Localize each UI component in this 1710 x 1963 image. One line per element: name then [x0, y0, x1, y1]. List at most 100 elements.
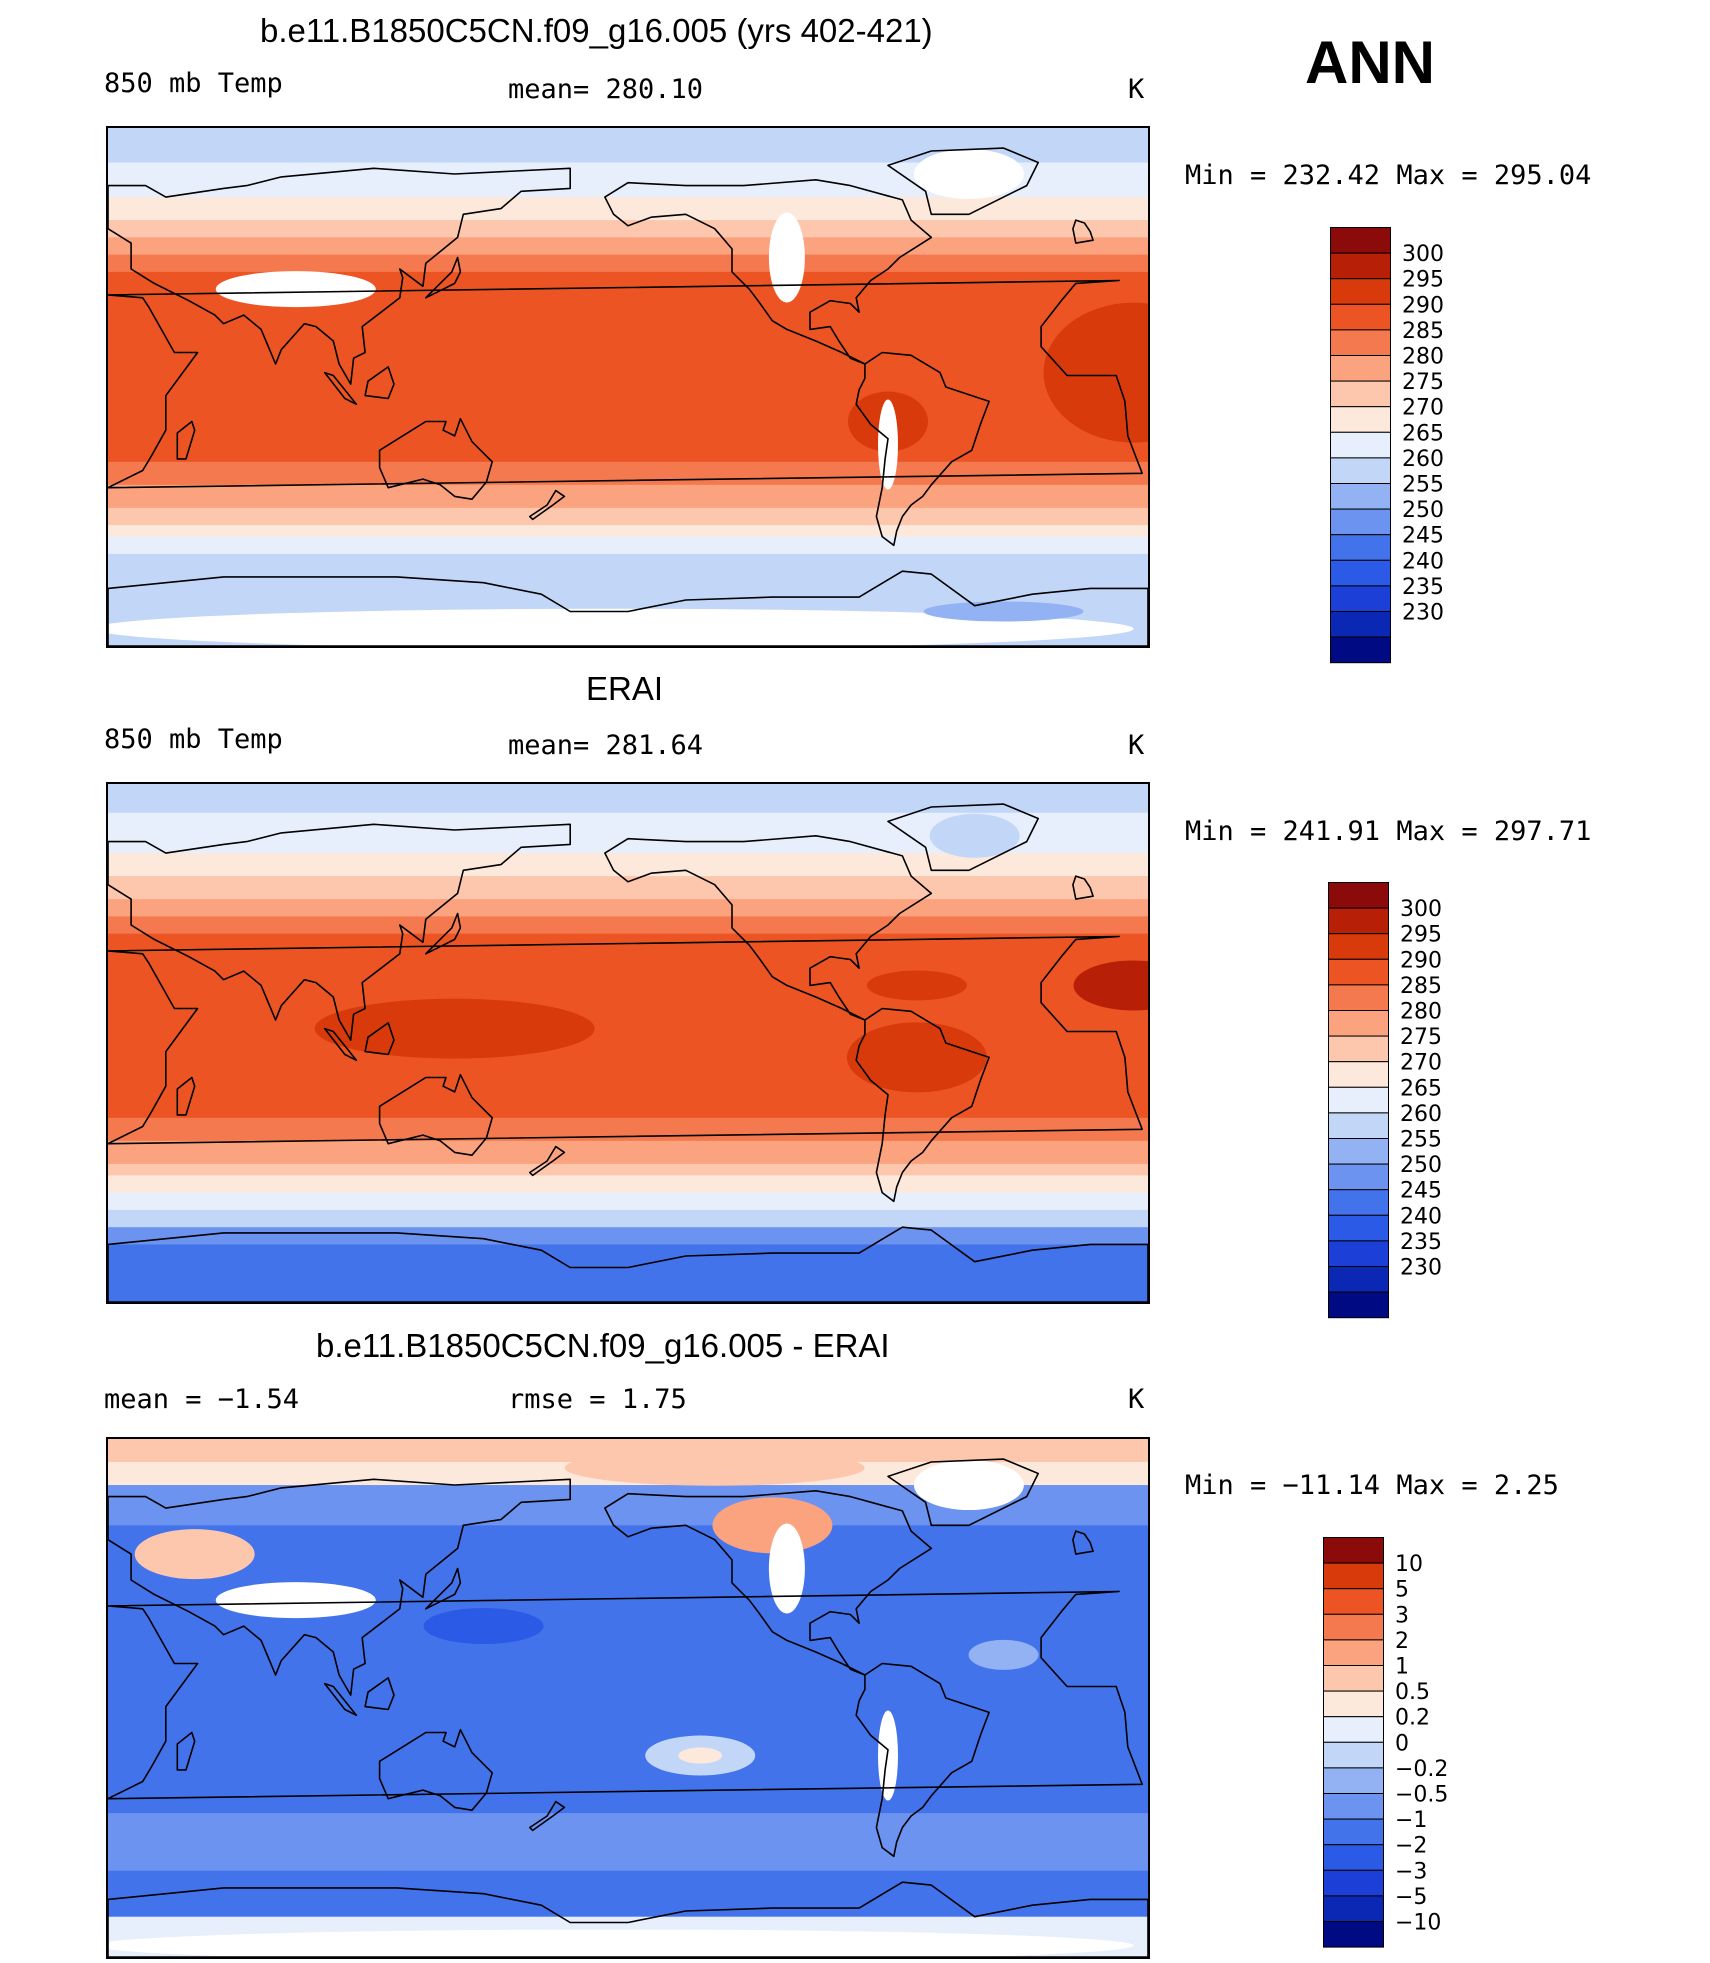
colorbar-1-label: 255 [1402, 473, 1444, 498]
field-blob [929, 813, 1020, 858]
colorbar-2-label: 285 [1400, 974, 1442, 999]
colorbar-2-box [1328, 984, 1389, 1012]
coastline-sumatra [323, 371, 358, 406]
field-blob [423, 1608, 544, 1645]
colorbar-1-label: 265 [1402, 421, 1444, 446]
coastline-samerica [855, 351, 990, 547]
colorbar-2-label: 240 [1400, 1204, 1442, 1229]
colorbar-3-box [1323, 1767, 1384, 1794]
colorbar-2-label: 230 [1400, 1256, 1442, 1281]
field-band [108, 197, 1148, 221]
panel-3-colorbar: 10 5 3 2 1 0.5 0.2 0 −0.2 −0.5 −1 −2 −3 −5 −10 [1323, 1537, 1463, 1951]
colorbar-1-label: 280 [1402, 345, 1444, 370]
field-blob [1073, 960, 1148, 1011]
coastline-uk [1072, 1530, 1094, 1555]
panel-1-minmax: Min = 232.42 Max = 295.04 [1185, 160, 1592, 191]
colorbar-3-box [1323, 1869, 1384, 1897]
colorbar-3-label: 5 [1395, 1578, 1409, 1603]
field-blob [846, 1022, 987, 1093]
colorbar-3-box [1323, 1818, 1384, 1846]
coastline-sumatra [323, 1682, 358, 1717]
panel-3-mean-label: mean = −1.54 [104, 1384, 300, 1415]
colorbar-3-box [1323, 1588, 1384, 1615]
coastline-madagascar [176, 1076, 196, 1116]
field-blob [108, 1929, 1134, 1957]
colorbar-3-label: 10 [1395, 1552, 1423, 1577]
field-blob [878, 399, 898, 490]
panel-2-variable-label: 850 mb Temp [104, 724, 283, 755]
panel-1-title: b.e11.B1850C5CN.f09_g16.005 (yrs 402-421… [260, 12, 933, 49]
panel-2-colorbar: 300 295 290 285 280 275 270 265 260 255 250 245 240 2… [1328, 882, 1468, 1322]
colorbar-1-box [1330, 431, 1391, 459]
colorbar-2-label: 300 [1400, 897, 1442, 922]
colorbar-1-box [1330, 585, 1391, 612]
panel-2-mean-label: mean= 281.64 [508, 730, 704, 761]
colorbar-2-label: 260 [1400, 1102, 1442, 1127]
colorbar-2-box [1328, 1214, 1389, 1242]
colorbar-2-label: 245 [1400, 1179, 1442, 1204]
colorbar-2-box [1328, 1163, 1389, 1191]
colorbar-1-box [1330, 278, 1391, 305]
coastline-greenland [887, 147, 1039, 216]
field-band [108, 306, 1148, 440]
colorbar-1-label: 235 [1402, 575, 1444, 600]
colorbar-2-box [1328, 1138, 1389, 1165]
coastline-japan [425, 256, 462, 299]
colorbar-1-box [1330, 252, 1391, 280]
colorbar-1-box [1330, 636, 1391, 664]
colorbar-1-box [1330, 559, 1391, 587]
colorbar-2-box [1328, 933, 1389, 960]
colorbar-2-label: 275 [1400, 1025, 1442, 1050]
colorbar-3-label: 0 [1395, 1731, 1409, 1756]
field-band [108, 237, 1148, 256]
coastline-antarctica [108, 1881, 1148, 1957]
colorbar-2-label: 265 [1400, 1076, 1442, 1101]
field-band [108, 1192, 1148, 1211]
colorbar-3-box [1323, 1741, 1384, 1769]
coastline-madagascar [176, 420, 196, 460]
field-blob [564, 1449, 865, 1486]
colorbar-3-box [1323, 1690, 1384, 1718]
field-band [108, 853, 1148, 877]
field-blob [913, 149, 1024, 200]
colorbar-2-label: 270 [1400, 1051, 1442, 1076]
field-band [108, 553, 1148, 572]
colorbar-1-box [1330, 611, 1391, 638]
colorbar-1-label: 240 [1402, 549, 1444, 574]
field-blob [215, 271, 376, 308]
coastline-borneo [364, 1677, 395, 1711]
field-blob [866, 970, 967, 1001]
field-blob [215, 1582, 376, 1619]
colorbar-3-label: −5 [1395, 1885, 1427, 1910]
field-blob [768, 1523, 805, 1614]
colorbar-2-label: 280 [1400, 1000, 1442, 1025]
coastline-greenland [887, 1458, 1039, 1527]
colorbar-3-box [1323, 1921, 1384, 1948]
coastline-newzealand [529, 1145, 566, 1177]
field-band [108, 507, 1148, 526]
field-blob [878, 1710, 898, 1801]
field-band [108, 1117, 1148, 1142]
field-band [108, 525, 1148, 538]
colorbar-3-label: −1 [1395, 1808, 1427, 1833]
colorbar-1-box [1330, 303, 1391, 331]
panel-1-units: K [1128, 74, 1145, 105]
colorbar-3-box [1323, 1716, 1384, 1743]
colorbar-3-label: 1 [1395, 1655, 1409, 1680]
coastline-borneo [364, 366, 395, 400]
colorbar-2-label: 295 [1400, 923, 1442, 948]
coastline-australia [378, 1073, 493, 1156]
colorbar-2-box [1328, 1291, 1389, 1319]
colorbar-1-box [1330, 227, 1391, 254]
coastline-sumatra [323, 1027, 358, 1062]
colorbar-3-label: −0.5 [1395, 1783, 1448, 1808]
colorbar-2-box [1328, 1240, 1389, 1267]
field-blob [108, 608, 1134, 646]
field-band [108, 220, 1148, 238]
coastline-uk [1072, 219, 1094, 244]
colorbar-1-box [1330, 457, 1391, 484]
coastline-greenland [887, 803, 1039, 872]
field-band [108, 438, 1148, 463]
colorbar-2-box [1328, 1112, 1389, 1139]
coastline-japan [425, 1567, 462, 1610]
